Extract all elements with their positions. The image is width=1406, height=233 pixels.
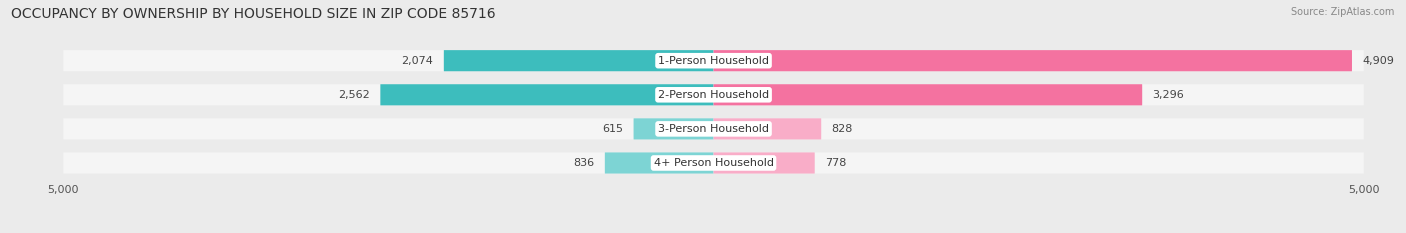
Text: 615: 615 — [602, 124, 623, 134]
FancyBboxPatch shape — [713, 152, 814, 174]
Text: 3,296: 3,296 — [1153, 90, 1184, 100]
Text: 836: 836 — [574, 158, 595, 168]
Text: 1-Person Household: 1-Person Household — [658, 56, 769, 66]
Text: 2,074: 2,074 — [402, 56, 433, 66]
FancyBboxPatch shape — [634, 118, 713, 140]
FancyBboxPatch shape — [713, 84, 1142, 105]
FancyBboxPatch shape — [63, 152, 1364, 174]
FancyBboxPatch shape — [63, 84, 1364, 105]
FancyBboxPatch shape — [381, 84, 713, 105]
Text: 828: 828 — [831, 124, 853, 134]
Text: Source: ZipAtlas.com: Source: ZipAtlas.com — [1291, 7, 1395, 17]
Text: 2,562: 2,562 — [339, 90, 370, 100]
FancyBboxPatch shape — [444, 50, 713, 71]
Text: 2-Person Household: 2-Person Household — [658, 90, 769, 100]
FancyBboxPatch shape — [713, 118, 821, 140]
Text: 3-Person Household: 3-Person Household — [658, 124, 769, 134]
FancyBboxPatch shape — [63, 50, 1364, 71]
FancyBboxPatch shape — [63, 118, 1364, 140]
Text: OCCUPANCY BY OWNERSHIP BY HOUSEHOLD SIZE IN ZIP CODE 85716: OCCUPANCY BY OWNERSHIP BY HOUSEHOLD SIZE… — [11, 7, 496, 21]
Text: 778: 778 — [825, 158, 846, 168]
Text: 4,909: 4,909 — [1362, 56, 1395, 66]
FancyBboxPatch shape — [713, 50, 1353, 71]
Text: 4+ Person Household: 4+ Person Household — [654, 158, 773, 168]
FancyBboxPatch shape — [605, 152, 713, 174]
